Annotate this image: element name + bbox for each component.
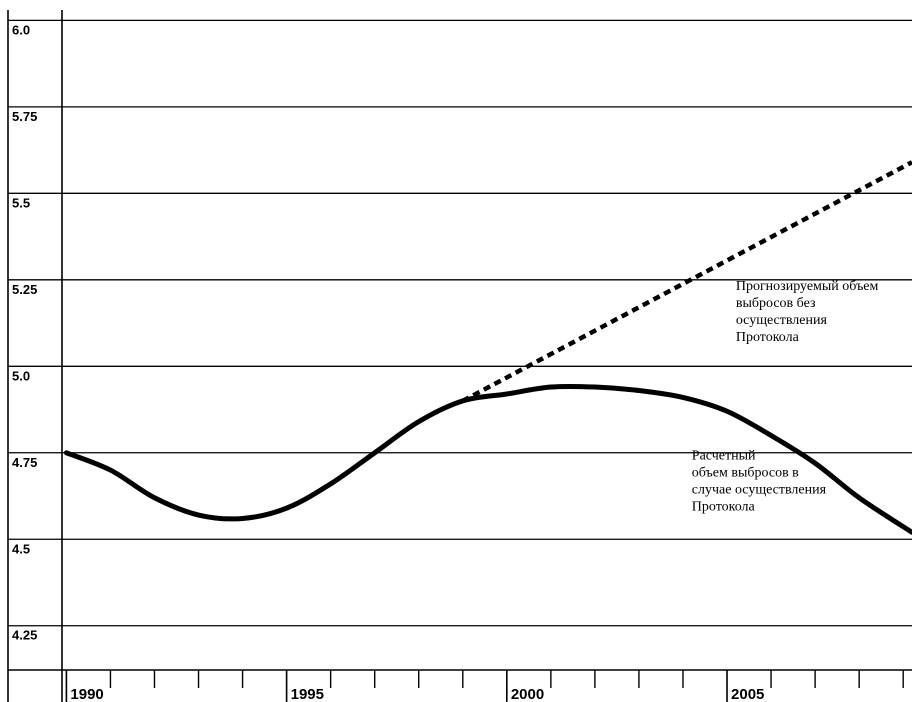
- y-tick-label: 5.25: [12, 282, 37, 297]
- x-tick-label: 2005: [731, 686, 764, 702]
- annotation-line: Расчетный: [692, 449, 756, 464]
- x-axis-ticks: 1990 1995 2000 2005: [65, 670, 904, 702]
- y-tick-label: 6.0: [12, 22, 30, 37]
- series-line-dashed: [461, 160, 912, 403]
- series-lines: [63, 160, 912, 535]
- annotation-forecast: Прогнозируемый объем выбросов без осуществ…: [736, 279, 879, 345]
- annotation-line: Протокола: [692, 500, 756, 515]
- annotation-line: Прогнозируемый объем: [736, 279, 879, 294]
- annotation-line: объем выбросов в: [692, 466, 799, 481]
- y-tick-label: 4.25: [12, 628, 37, 643]
- annotation-line: Протокола: [736, 330, 800, 345]
- y-axis-ticks: 6.0 5.75 5.5 5.25 5.0 4.75 4.5 4.25: [12, 22, 37, 642]
- annotations: Прогнозируемый объем выбросов без осуществ…: [692, 279, 879, 514]
- x-tick-label: 2000: [511, 686, 544, 702]
- y-tick-label: 4.5: [12, 541, 30, 556]
- y-tick-label: 5.5: [12, 195, 30, 210]
- annotation-line: случае осуществления: [692, 483, 827, 498]
- y-tick-label: 4.75: [12, 455, 37, 470]
- y-tick-label: 5.0: [12, 368, 30, 383]
- x-tick-label: 1995: [291, 686, 324, 702]
- y-tick-label: 5.75: [12, 109, 37, 124]
- annotation-estimated: Расчетный объем выбросов в случае осуществ…: [692, 449, 827, 515]
- x-tick-label: 1990: [70, 686, 103, 702]
- annotation-line: осуществления: [736, 313, 828, 328]
- annotation-line: выбросов без: [736, 296, 816, 311]
- gridlines: [7, 10, 912, 702]
- series-line-solid: [63, 383, 912, 535]
